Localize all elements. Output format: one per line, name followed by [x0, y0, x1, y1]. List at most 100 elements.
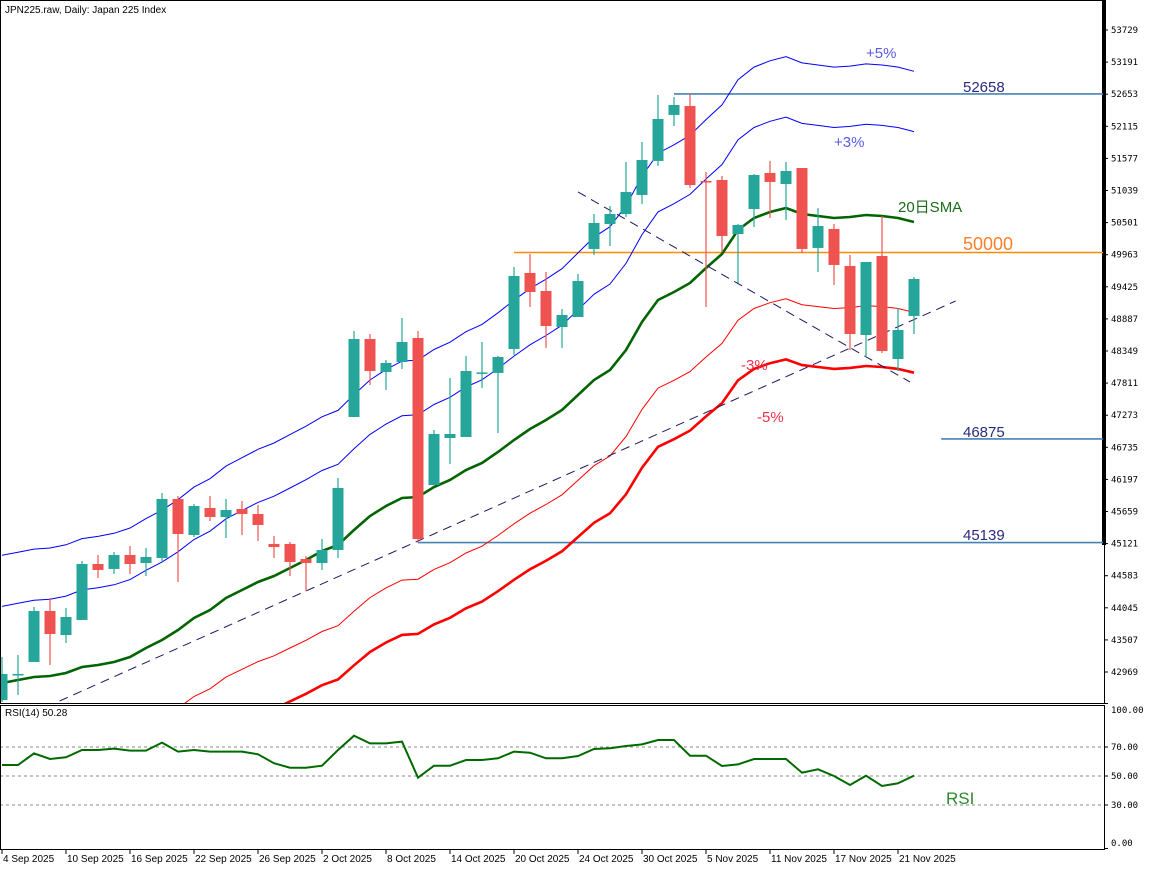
bullish-candle — [188, 503, 200, 537]
candle-body — [364, 339, 376, 371]
candle-body — [44, 610, 56, 634]
bullish-candle — [476, 341, 488, 388]
price-tick-label: 43507 — [1111, 636, 1138, 646]
price-tick-label: 51577 — [1111, 154, 1138, 164]
time-tick-label: 17 Nov 2025 — [835, 854, 892, 865]
time-tick-label: 14 Oct 2025 — [451, 854, 506, 865]
rsi-tick-label: 50.00 — [1111, 772, 1138, 782]
candle-body — [284, 543, 296, 562]
price-tick-label: 51039 — [1111, 187, 1138, 197]
bearish-candle — [268, 535, 280, 558]
rsi-panel[interactable] — [0, 705, 1105, 850]
envelope-lines — [1, 56, 915, 703]
price-tick-label: 47273 — [1111, 411, 1138, 421]
bullish-candle — [28, 606, 40, 662]
candle-body — [268, 543, 280, 548]
candle-body — [844, 265, 856, 334]
rsi-tick-label: 100.00 — [1111, 706, 1144, 716]
main-price-panel[interactable] — [0, 0, 1105, 704]
envelope-plus5 — [1, 56, 915, 556]
bearish-candle — [300, 556, 312, 591]
candle-body — [812, 226, 824, 248]
price-tick-label: 45659 — [1111, 508, 1138, 518]
bearish-candle — [44, 597, 56, 665]
bullish-candle — [60, 607, 72, 644]
bearish-candle — [412, 331, 424, 543]
time-axis[interactable]: 4 Sep 2025 10 Sep 2025 16 Sep 2025 22 Sep 2… — [1, 850, 956, 865]
price-tick-label: 42969 — [1111, 668, 1138, 678]
price-tick-label: 47811 — [1111, 379, 1138, 389]
bullish-candle — [556, 308, 568, 348]
candle-body — [428, 433, 440, 486]
bullish-candle — [396, 318, 408, 369]
price-tick-label: 48349 — [1111, 347, 1138, 357]
candle-body — [380, 362, 392, 373]
candle-body — [220, 510, 232, 517]
candle-body — [716, 180, 728, 236]
bearish-candle — [684, 93, 696, 188]
candle-body — [636, 160, 648, 195]
candle-body — [460, 370, 472, 437]
bullish-candle — [428, 430, 440, 486]
candle-body — [588, 222, 600, 249]
envelope-plus3 — [1, 116, 915, 607]
bearish-candle — [844, 255, 856, 350]
bearish-candle — [252, 505, 264, 541]
candle-body — [140, 556, 152, 563]
price-tick-label: 50501 — [1111, 219, 1138, 229]
trendline — [577, 191, 911, 383]
bearish-candle — [716, 176, 728, 253]
bullish-candle — [604, 206, 616, 246]
time-tick-label: 21 Nov 2025 — [899, 854, 956, 865]
candle-body — [732, 224, 744, 234]
candle-body — [28, 610, 40, 662]
time-tick-label: 4 Sep 2025 — [3, 854, 55, 865]
bullish-candle — [332, 477, 344, 558]
label-sma: 20日SMA — [898, 199, 962, 216]
candle-body — [476, 372, 488, 374]
candle-body — [700, 181, 712, 183]
bullish-candle — [780, 161, 792, 220]
bullish-candle — [572, 273, 584, 317]
time-tick-label: 30 Oct 2025 — [643, 854, 698, 865]
candle-body — [188, 506, 200, 536]
price-tick-label: 45121 — [1111, 540, 1138, 550]
price-tick-label: 49425 — [1111, 283, 1138, 293]
candle-body — [60, 616, 72, 636]
candle-body — [524, 272, 536, 292]
rsi-tick-label: 0.00 — [1111, 839, 1133, 849]
candle-body — [556, 314, 568, 328]
candle-body — [748, 174, 760, 209]
bullish-candle — [460, 356, 472, 437]
price-tick-label: 53729 — [1111, 26, 1138, 36]
bearish-candle — [876, 215, 888, 353]
envelope-minus3 — [184, 298, 915, 703]
level-label-52658: 52658 — [963, 79, 1005, 96]
candle-body — [908, 278, 920, 316]
bullish-candle — [380, 360, 392, 390]
time-tick-label: 20 Oct 2025 — [515, 854, 570, 865]
horizontal-levels — [418, 93, 1103, 544]
candle-body — [764, 172, 776, 182]
candle-body — [76, 564, 88, 620]
bearish-candle — [284, 541, 296, 577]
bullish-candle — [860, 261, 872, 357]
bearish-candle — [236, 501, 248, 536]
candle-body — [684, 106, 696, 186]
candle-body — [412, 337, 424, 540]
bullish-candle — [588, 214, 600, 255]
rsi-level-lines — [1, 746, 1103, 806]
time-tick-label: 22 Sep 2025 — [195, 854, 252, 865]
price-tick-label: 49963 — [1111, 251, 1138, 261]
bullish-candle — [140, 547, 152, 577]
candle-body — [108, 555, 120, 569]
candle-body — [604, 214, 616, 224]
candle-body — [860, 261, 872, 336]
sma20-line — [1, 206, 915, 685]
envelope-minus5 — [283, 358, 915, 703]
price-axis[interactable]: 53729 53191 52653 52115 51577 51039 50501 49963… — [1104, 26, 1138, 678]
rsi-axis[interactable]: 100.00 70.00 50.00 30.00 0.00 — [1104, 703, 1144, 850]
candle-body — [124, 555, 136, 565]
bullish-candle — [76, 560, 88, 620]
